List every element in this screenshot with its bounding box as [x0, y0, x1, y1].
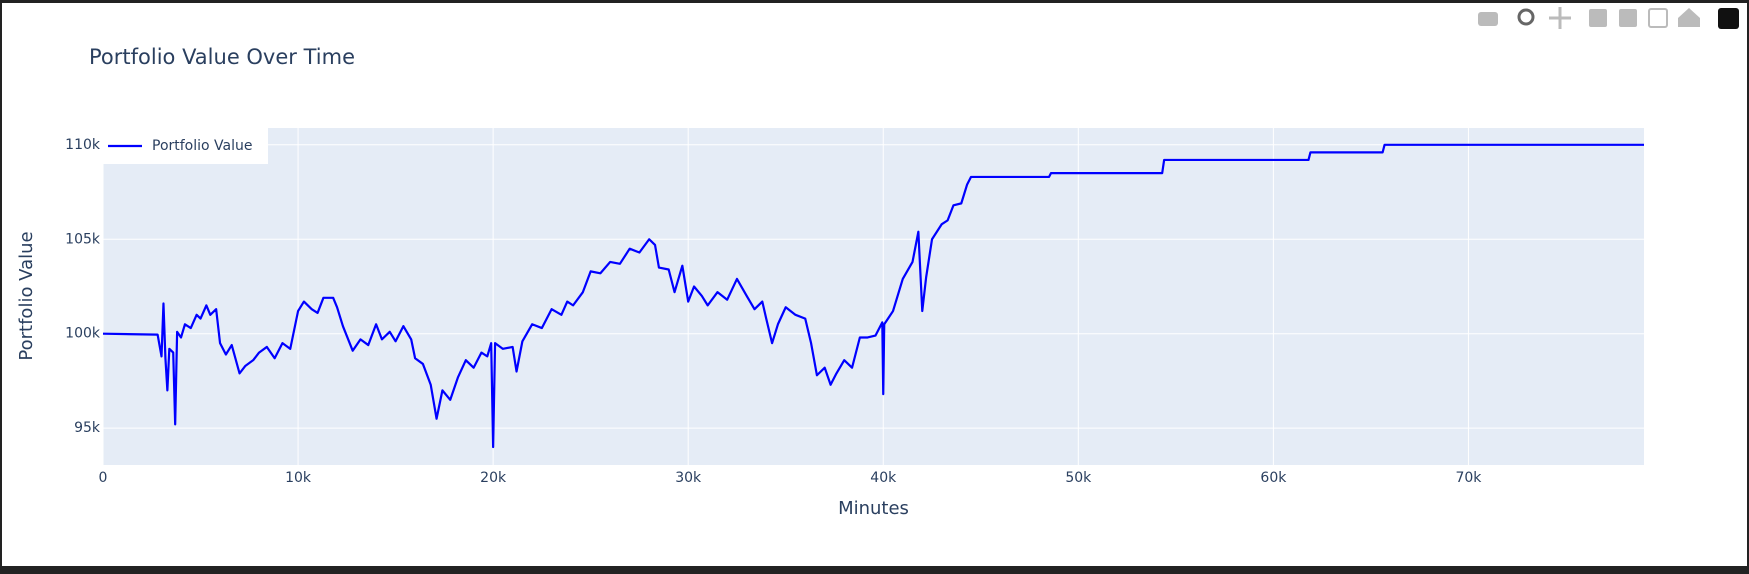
legend-label: Portfolio Value — [152, 138, 253, 154]
x-tick-label: 50k — [1065, 470, 1092, 486]
zoom-icon[interactable] — [1517, 8, 1535, 26]
top-bar — [0, 0, 1749, 3]
x-tick-label: 60k — [1260, 470, 1287, 486]
zoom-in-icon[interactable] — [1589, 9, 1607, 27]
autoscale-icon[interactable] — [1648, 8, 1668, 28]
data-line — [102, 143, 1644, 449]
x-tick-label: 20k — [480, 470, 507, 486]
x-tick-label: 30k — [675, 470, 702, 486]
zoom-out-icon[interactable] — [1619, 9, 1637, 27]
home-icon[interactable] — [1678, 8, 1700, 27]
x-tick-label: 70k — [1455, 470, 1482, 486]
camera-icon[interactable] — [1478, 12, 1498, 26]
pan-icon[interactable] — [1549, 7, 1571, 29]
x-axis-title: Minutes — [838, 498, 909, 519]
chart-title: Portfolio Value Over Time — [89, 45, 355, 69]
x-tick-label: 40k — [870, 470, 897, 486]
bottom-bar — [0, 566, 1749, 574]
y-tick-label: 105k — [65, 231, 101, 247]
toolbar — [1478, 7, 1739, 29]
x-tick-label: 0 — [99, 470, 108, 486]
y-tick-label: 100k — [65, 326, 101, 342]
y-tick-label: 110k — [65, 137, 101, 153]
y-axis-title: Portfolio Value — [16, 231, 37, 360]
x-tick-label: 10k — [285, 470, 312, 486]
plot-area — [103, 128, 1644, 465]
y-tick-label: 95k — [74, 420, 101, 436]
plotly-logo[interactable] — [1718, 8, 1739, 29]
